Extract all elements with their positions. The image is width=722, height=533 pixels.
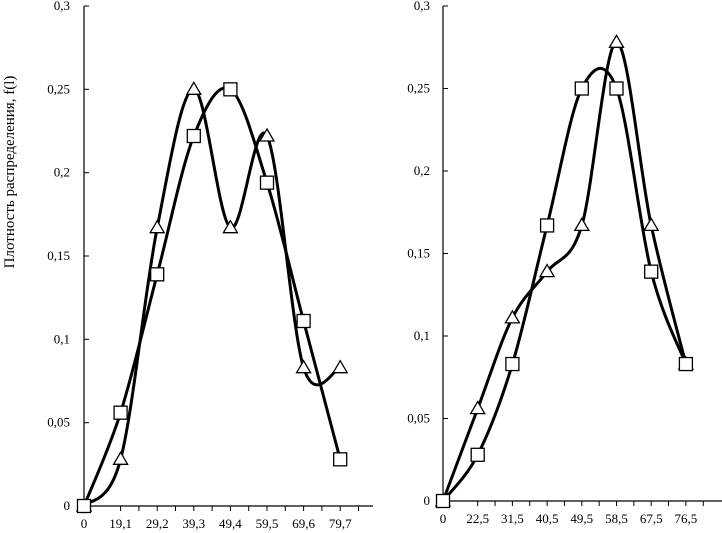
x-tick-label: 29,2 (146, 516, 169, 531)
chart-right: 0 0,05 0,1 0,15 0,2 0,25 0,3 0 22,5 31,5 40,5 49,5 5… (407, 0, 722, 526)
data-point-square (186, 128, 201, 144)
y-tick-label: 0 (424, 493, 431, 508)
data-point-square (609, 81, 624, 96)
x-tick-label: 40,5 (536, 511, 559, 526)
series-line-triangle (82, 87, 341, 508)
data-point-square (505, 356, 520, 372)
data-point-square (296, 313, 311, 329)
x-tick-label: 59,5 (256, 516, 279, 531)
data-point-square (150, 267, 165, 282)
data-point-triangle (643, 217, 660, 232)
x-tick-label: 31,5 (501, 511, 524, 526)
y-tick-label: 0,25 (407, 81, 430, 96)
data-point-triangle (149, 219, 166, 234)
data-point-triangle (112, 451, 129, 465)
data-point-triangle (538, 263, 556, 278)
y-tick-label: 0,15 (47, 248, 70, 263)
data-point-triangle (573, 217, 590, 232)
series-line-square (441, 66, 688, 502)
data-point-square (574, 81, 589, 96)
data-point-square (113, 405, 128, 420)
x-tick-label: 76,5 (675, 511, 698, 526)
data-point-triangle (295, 359, 312, 374)
data-point-triangle (185, 81, 202, 95)
data-point-square (470, 447, 485, 462)
data-point-square (259, 175, 275, 190)
x-tick-label: 58,5 (605, 511, 628, 526)
y-tick-label: 0,25 (47, 81, 70, 96)
x-tick-label: 49,5 (570, 511, 593, 526)
data-point-triangle (258, 127, 276, 142)
data-point-triangle (469, 400, 486, 415)
x-tick-label: 0 (440, 511, 447, 526)
data-point-triangle (608, 34, 625, 48)
y-axis-label: Плотность распределения, f(l) (2, 76, 18, 269)
y-tick-label: 0,2 (414, 163, 430, 178)
data-point-triangle (504, 309, 521, 324)
x-tick-label: 39,3 (182, 516, 205, 531)
data-point-triangle (222, 219, 239, 234)
data-point-square (333, 452, 348, 467)
x-tick-label: 19,1 (109, 516, 132, 531)
y-tick-label: 0 (64, 498, 71, 513)
data-point-square (223, 82, 238, 97)
y-tick-label: 0,05 (407, 411, 430, 426)
data-point-triangle (332, 359, 349, 374)
x-tick-label: 0 (81, 516, 88, 531)
data-point-square (539, 218, 555, 233)
chart-left: 0 0,05 0,1 0,15 0,2 0,25 0,3 0 19,1 29,2 39,3 49,4 5… (47, 0, 373, 531)
data-point-square (644, 264, 659, 279)
y-tick-label: 0,15 (407, 246, 430, 261)
data-point-square (76, 498, 92, 514)
y-tick-label: 0,1 (414, 328, 430, 343)
data-point-square (678, 356, 694, 372)
y-tick-label: 0,3 (54, 0, 70, 13)
x-tick-label: 67,5 (640, 511, 663, 526)
x-tick-label: 79,7 (329, 516, 352, 531)
x-tick-label: 69,6 (292, 516, 315, 531)
y-tick-label: 0,3 (414, 0, 430, 13)
y-tick-label: 0,05 (47, 415, 70, 430)
data-point-square (435, 493, 451, 509)
x-tick-label: 22,5 (466, 511, 489, 526)
y-tick-label: 0,2 (54, 165, 70, 180)
y-tick-label: 0,1 (54, 331, 70, 346)
x-tick-label: 49,4 (219, 516, 242, 531)
